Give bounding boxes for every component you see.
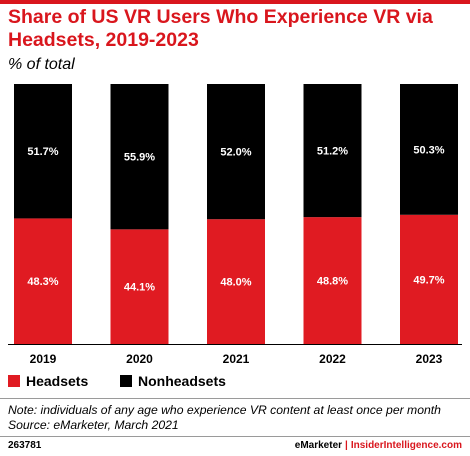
- bar-nonheadsets-2019: [14, 84, 72, 219]
- bar-headsets-2023: [400, 214, 458, 344]
- bar-nonheadsets-2023: [400, 84, 458, 215]
- bar-headsets-2022: [303, 217, 362, 344]
- bar-headsets-2019: [14, 218, 72, 344]
- brand-site: InsiderIntelligence.com: [350, 440, 462, 451]
- legend-label-nonheadsets: Nonheadsets: [138, 373, 226, 389]
- footer-divider: [0, 436, 470, 437]
- legend-label-headsets: Headsets: [26, 373, 89, 389]
- note-divider: [0, 398, 470, 399]
- chart-subtitle: % of total: [8, 56, 75, 73]
- bar-nonheadsets-2020: [110, 84, 169, 230]
- data-label-nonheadsets-2019: 51.7%: [27, 146, 58, 158]
- data-label-nonheadsets-2022: 51.2%: [317, 146, 348, 158]
- top-accent-line: [0, 0, 470, 4]
- chart-note: Note: individuals of any age who experie…: [8, 403, 441, 417]
- data-label-headsets-2020: 44.1%: [124, 282, 155, 294]
- data-label-headsets-2023: 49.7%: [413, 274, 444, 286]
- legend-item-nonheadsets: Nonheadsets: [120, 373, 226, 389]
- data-label-headsets-2021: 48.0%: [220, 277, 251, 289]
- bar-headsets-2020: [110, 229, 169, 344]
- brand-separator: |: [345, 440, 348, 451]
- stacked-bar-chart: 48.3% 51.7% 2019 44.1% 55.9% 2020 48.0% 52.0% 20…: [8, 84, 462, 366]
- legend-swatch-nonheadsets: [120, 375, 132, 387]
- x-tick-label-2022: 2022: [319, 352, 346, 366]
- data-label-nonheadsets-2021: 52.0%: [220, 147, 251, 159]
- legend-item-headsets: Headsets: [8, 373, 88, 389]
- x-tick-label-2019: 2019: [30, 352, 57, 366]
- bar-nonheadsets-2021: [207, 84, 265, 220]
- data-label-nonheadsets-2020: 55.9%: [124, 152, 155, 164]
- footer-brand: eMarketer | InsiderIntelligence.com: [295, 440, 462, 451]
- x-tick-label-2023: 2023: [416, 352, 443, 366]
- chart-id: 263781: [8, 440, 42, 451]
- data-label-headsets-2019: 48.3%: [27, 276, 58, 288]
- data-label-headsets-2022: 48.8%: [317, 276, 348, 288]
- bar-nonheadsets-2022: [303, 84, 362, 218]
- x-tick-label-2021: 2021: [223, 352, 250, 366]
- brand-name: eMarketer: [294, 440, 343, 451]
- legend-swatch-headsets: [8, 375, 20, 387]
- chart-source: Source: eMarketer, March 2021: [8, 418, 179, 432]
- data-label-nonheadsets-2023: 50.3%: [413, 144, 444, 156]
- x-tick-label-2020: 2020: [126, 352, 153, 366]
- bar-headsets-2021: [207, 219, 265, 344]
- chart-title: Share of US VR Users Who Experience VR v…: [8, 6, 433, 51]
